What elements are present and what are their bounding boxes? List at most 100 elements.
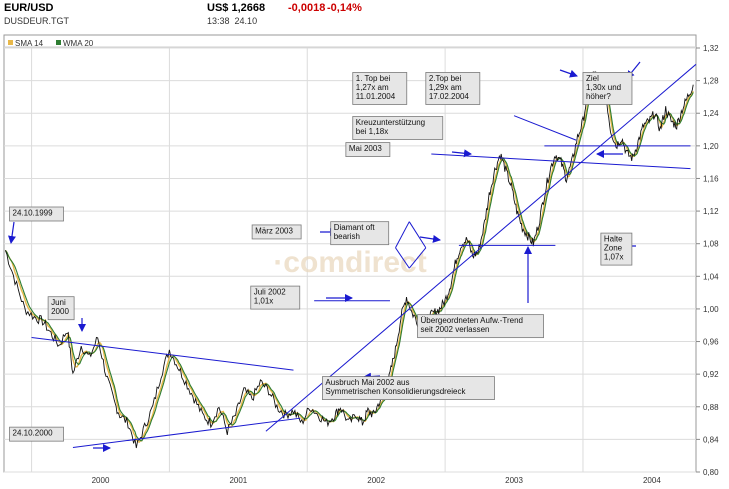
trend-line-level-mai-2003 xyxy=(431,153,691,170)
annotation-line: Ausbruch Mai 2002 aus xyxy=(325,378,409,387)
annotation-line: bearish xyxy=(334,232,360,241)
annotation-callout: 24.10.2000 xyxy=(9,426,64,442)
y-tick-label: 0,84 xyxy=(703,435,719,444)
annotation-box xyxy=(9,426,64,442)
y-tick-label: 0,92 xyxy=(703,370,719,379)
annotation-box xyxy=(425,72,481,105)
trend-line-diamond-left-up xyxy=(395,221,410,249)
annotation-arrow xyxy=(559,69,578,78)
annotation-text: 24.10.2000 xyxy=(13,429,54,438)
y-tick-label: 1,12 xyxy=(703,207,719,216)
annotation-text: 2.Top bei 1,29x am 17.02.2004 xyxy=(429,74,470,101)
annotation-box xyxy=(352,72,408,105)
annotation-line: Zone xyxy=(604,244,623,253)
trend-line-resistance-2000-2002 xyxy=(31,336,294,371)
annotation-arrow xyxy=(451,149,472,158)
trend-line-diamond-right-down xyxy=(408,247,427,269)
y-tick-label: 1,28 xyxy=(703,77,719,86)
symbol-code: DUSDEUR.TGT xyxy=(4,16,69,26)
y-tick-label: 1,08 xyxy=(703,240,719,249)
annotation-text: Ziel 1,30x und höher? xyxy=(586,74,621,101)
annotation-text: Übergeordneten Aufw.-Trend seit 2002 verl… xyxy=(421,316,523,334)
y-tick-label: 1,24 xyxy=(703,109,719,118)
annotation-box xyxy=(250,285,301,310)
annotation-callout: 1. Top bei 1,27x am 11.01.2004 xyxy=(352,72,408,105)
annotation-callout: Übergeordneten Aufw.-Trend seit 2002 verl… xyxy=(417,314,544,339)
annotation-box xyxy=(330,221,390,246)
annotation-line: Halte xyxy=(604,235,623,244)
annotation-line: Diamant oft xyxy=(334,223,376,232)
trend-line-diamond-left-down xyxy=(395,247,410,269)
annotation-arrow xyxy=(419,235,441,243)
annotation-text: 1. Top bei 1,27x am 11.01.2004 xyxy=(356,74,396,101)
trend-line-diamond-right-up xyxy=(408,221,427,249)
y-tick-label: 1,00 xyxy=(703,305,719,314)
annotation-line: 1,01x xyxy=(254,297,274,306)
annotation-callout: Diamant oft bearish xyxy=(330,221,390,246)
annotation-text: März 2003 xyxy=(255,226,293,235)
y-tick-label: 1,20 xyxy=(703,142,719,151)
x-tick-label: 2002 xyxy=(367,476,385,485)
x-tick-label: 2004 xyxy=(643,476,661,485)
annotation-box xyxy=(47,296,75,321)
annotation-text: Diamant oft bearish xyxy=(334,223,376,241)
y-tick-label: 0,96 xyxy=(703,338,719,347)
x-tick-label: 2003 xyxy=(505,476,523,485)
annotation-text: Ausbruch Mai 2002 aus Symmetrischen Konso… xyxy=(325,378,466,396)
annotation-callout: Halte Zone 1,07x xyxy=(600,232,633,266)
annotation-line: 24.10.2000 xyxy=(13,429,54,438)
annotation-callout: März 2003 xyxy=(251,224,302,240)
annotation-box xyxy=(9,206,64,222)
quote-header: EUR/USD DUSDEUR.TGT US$ 1,2668 13:38 24.… xyxy=(0,0,729,30)
annotation-line: Übergeordneten Aufw.-Trend xyxy=(421,316,523,325)
legend-swatch-sma-14 xyxy=(8,40,13,45)
legend-label: WMA 20 xyxy=(63,39,94,48)
trend-line-triangle-top xyxy=(513,115,577,141)
annotation-line: 1,29x am xyxy=(429,83,462,92)
y-tick-label: 1,16 xyxy=(703,174,719,183)
annotation-line: 1,27x am xyxy=(356,83,389,92)
annotation-box xyxy=(417,314,544,339)
annotation-callout: Ausbruch Mai 2002 aus Symmetrischen Konso… xyxy=(322,376,495,401)
annotation-box xyxy=(251,224,302,240)
change-value: -0,0018 xyxy=(288,2,326,14)
y-tick-label: 0,80 xyxy=(703,468,719,477)
quote-timestamp: 13:38 24.10 xyxy=(207,16,257,26)
annotation-callout: Ziel 1,30x und höher? xyxy=(582,72,633,105)
price-value: US$ 1,2668 xyxy=(207,2,266,14)
annotation-line: Kreuzunterstützung xyxy=(356,118,425,127)
annotation-box xyxy=(582,72,633,105)
annotation-line: Symmetrischen Konsolidierungsdreieck xyxy=(325,387,466,396)
annotation-text: Mai 2003 xyxy=(349,144,382,153)
annotation-callout: Mai 2003 xyxy=(345,142,391,157)
annotation-line: 1. Top bei xyxy=(356,74,391,83)
y-tick-label: 1,32 xyxy=(703,44,719,53)
annotation-box xyxy=(345,142,391,157)
annotation-callout: 24.10.1999 xyxy=(9,206,64,222)
comdirect-watermark-text: ·comdirect xyxy=(273,246,426,279)
quote-date: 24.10 xyxy=(234,16,258,26)
annotation-callout: Juni 2000 xyxy=(47,296,75,321)
trend-line-support-2000-2002 xyxy=(72,417,301,449)
annotation-line: Juli 2002 xyxy=(254,288,287,297)
y-tick-label: 1,04 xyxy=(703,272,719,281)
annotation-box xyxy=(600,232,633,266)
annotation-line: 2.Top bei xyxy=(429,74,462,83)
annotation-line: Mai 2003 xyxy=(349,144,382,153)
annotation-box xyxy=(352,116,444,140)
annotation-callout: Juli 2002 1,01x xyxy=(250,285,301,310)
annotation-text: Juli 2002 1,01x xyxy=(254,288,287,306)
annotation-line: 1,07x xyxy=(604,253,624,262)
annotation-line: seit 2002 verlassen xyxy=(421,325,490,334)
legend-label: SMA 14 xyxy=(15,39,44,48)
change-percent: -0,14% xyxy=(327,2,362,14)
annotation-box xyxy=(322,376,495,401)
annotation-line: 11.01.2004 xyxy=(356,92,396,101)
annotation-line: höher? xyxy=(586,92,611,101)
annotation-line: Ziel xyxy=(586,74,599,83)
symbol-title: EUR/USD xyxy=(4,2,54,14)
annotation-text: Halte Zone 1,07x xyxy=(604,235,624,262)
annotation-line: 24.10.1999 xyxy=(13,209,54,218)
annotation-line: März 2003 xyxy=(255,226,293,235)
